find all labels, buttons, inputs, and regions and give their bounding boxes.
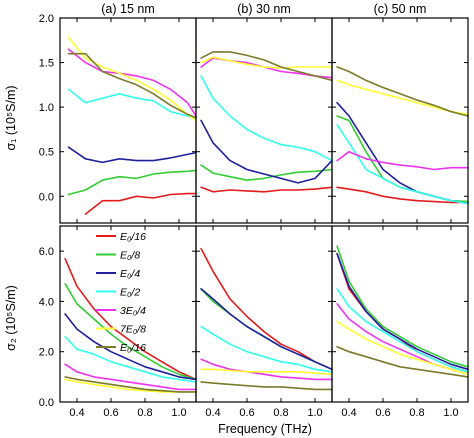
x-tick-label: 0.4 [341,407,356,419]
legend-label: E₀/8 [120,250,140,262]
plot-frame [331,17,469,224]
legend-label: 7E₀/8 [120,324,146,336]
plot-frame [331,225,469,403]
y-tick-label: 1.5 [39,58,54,70]
series-line-1 [200,186,333,193]
series-line-6 [200,56,333,69]
y-tick-label: 2.0 [39,347,54,359]
series-line-6 [200,368,333,376]
x-tick-label: 1.0 [443,407,458,419]
series-line-1 [64,257,197,381]
y-tick-label: 0.5 [39,147,54,159]
x-tick-label: 1.0 [307,407,322,419]
panel-title: (a) 15 nm [101,2,155,16]
series-line-1 [84,192,197,215]
series-line-2 [336,245,469,368]
series-line-6 [336,79,469,116]
series-line-5 [336,150,469,171]
y-tick-label: 0.0 [39,397,54,409]
series-line-2 [64,283,197,381]
series-line-4 [200,75,333,162]
panel-title: (b) 30 nm [237,2,291,16]
x-tick-label: 0.4 [205,407,220,419]
series-line-3 [200,119,333,184]
y-tick-label: 6.0 [39,246,54,258]
y-axis-label-top: σ₁ (10⁵S/m) [4,85,18,150]
series-line-1 [336,186,469,204]
y-tick-label: 4.0 [39,296,54,308]
series-line-6 [336,320,469,376]
series-line-2 [67,169,197,196]
series-line-7 [336,345,469,378]
panel-sigma2-2: 0.4 0.6 0.8 1.0 [195,225,333,419]
series-line-3 [67,146,197,164]
x-tick-label: 1.0 [171,407,186,419]
legend-label: E₀/16 [120,231,146,243]
x-tick-label: 0.8 [137,407,152,419]
series-line-3 [200,288,333,371]
x-tick-label: 0.4 [69,407,84,419]
panel-sigma1-3: (c) 50 nm [331,2,469,224]
x-tick-label: 0.8 [409,407,424,419]
panel-title: (c) 50 nm [374,2,427,16]
x-tick-label: 0.6 [375,407,390,419]
series-line-1 [200,247,333,371]
x-tick-label: 0.6 [103,407,118,419]
y-tick-label: 1.0 [39,102,54,114]
legend-label: E₀/4 [120,268,140,280]
series-line-2 [200,164,333,181]
x-axis-label: Frequency (THz) [218,422,312,436]
panel-sigma2-3: 0.4 0.6 0.8 1.0 [331,225,469,419]
panels-group: 0.0 0.5 1.0 1.5 2.0 (a) 15 nm (b) 30 nm (c) 50 … [39,2,469,419]
series-line-7 [67,52,197,119]
panel-sigma1-1: 0.0 0.5 1.0 1.5 2.0 (a) 15 nm [39,2,197,224]
series-line-7 [64,376,197,393]
x-tick-label: 0.6 [239,407,254,419]
series-line-6 [67,36,197,122]
y-tick-label: 2.0 [39,13,54,25]
legend-label: E₀/16 [120,342,146,354]
y-tick-label: 0.0 [39,191,54,203]
panel-sigma2-1: 0.4 0.6 0.8 1.0 0.0 2.0 4.0 6.0 [39,225,197,419]
series-line-4 [67,88,197,119]
legend-label: 3E₀/4 [120,305,146,317]
legend: E₀/16 E₀/8 E₀/4 E₀/2 3E₀/4 7E₀/8 E₀/16 [96,231,146,354]
series-line-7 [200,51,333,82]
panel-sigma1-2: (b) 30 nm [195,2,333,224]
series-line-4 [336,124,469,205]
y-axis-label-bottom: σ₂ (10⁵S/m) [4,285,18,351]
series-line-4 [64,335,197,383]
series-line-5 [200,358,333,381]
series-line-5 [64,363,197,391]
series-line-3 [64,313,197,381]
legend-label: E₀/2 [120,287,140,299]
plot-frame [195,225,333,403]
series-line-4 [336,288,469,373]
plot-frame [59,17,197,224]
series-line-7 [200,381,333,391]
series-line-4 [200,325,333,373]
x-tick-label: 0.8 [273,407,288,419]
series-line-5 [67,48,197,117]
series-line-7 [336,66,469,117]
series-line-3 [336,252,469,371]
labels-group: σ₁ (10⁵S/m) σ₂ (10⁵S/m) Frequency (THz) [4,85,312,436]
